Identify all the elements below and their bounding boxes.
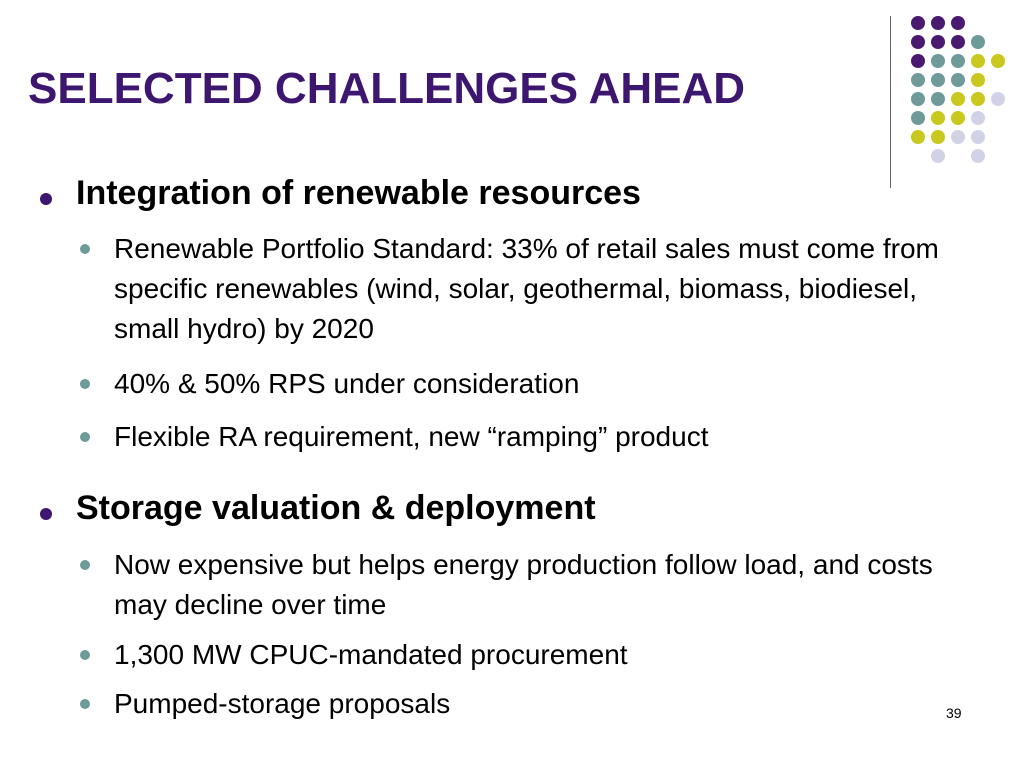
sub-bullet-icon — [80, 699, 90, 709]
decorative-dot — [971, 35, 985, 49]
decorative-dot — [991, 92, 1005, 106]
decorative-dot — [931, 54, 945, 68]
decorative-dot — [951, 16, 965, 30]
main-bullet-icon — [40, 193, 52, 205]
decorative-dot — [971, 111, 985, 125]
decorative-dot — [931, 73, 945, 87]
decorative-dot — [911, 111, 925, 125]
decorative-dot — [991, 54, 1005, 68]
vertical-divider — [890, 16, 891, 188]
decorative-dot — [971, 149, 985, 163]
decorative-dot — [911, 73, 925, 87]
sub-bullet-text: 1,300 MW CPUC-mandated procurement — [114, 639, 628, 670]
decorative-dot — [931, 35, 945, 49]
decorative-dot — [951, 54, 965, 68]
decorative-dot — [951, 35, 965, 49]
section-heading: Storage valuation & deployment — [76, 489, 596, 527]
decorative-dot — [931, 92, 945, 106]
decorative-dot — [951, 111, 965, 125]
sub-bullet-icon — [80, 432, 90, 442]
decorative-dot — [951, 73, 965, 87]
section-heading: Integration of renewable resources — [76, 174, 641, 212]
decorative-dot — [931, 111, 945, 125]
sub-bullet-icon — [80, 379, 90, 389]
decorative-dot — [951, 92, 965, 106]
decorative-dot — [931, 16, 945, 30]
decorative-dot — [971, 130, 985, 144]
decorative-dot — [931, 130, 945, 144]
decorative-dot — [911, 54, 925, 68]
sub-bullet-icon — [80, 244, 90, 254]
slide-title: SELECTED CHALLENGES AHEAD — [28, 64, 746, 113]
sub-bullet-text: Renewable Portfolio Standard: 33% of ret… — [114, 233, 939, 344]
sub-bullet-text: Now expensive but helps energy productio… — [114, 549, 933, 620]
decorative-dot — [911, 130, 925, 144]
decorative-dot — [951, 130, 965, 144]
sub-bullet-text: Pumped-storage proposals — [114, 688, 451, 719]
decorative-dot — [971, 92, 985, 106]
decorative-dot — [911, 35, 925, 49]
main-bullet-icon — [40, 508, 52, 520]
decorative-dot — [971, 73, 985, 87]
sub-bullet-text: Flexible RA requirement, new “ramping” p… — [114, 421, 709, 452]
page-number: 39 — [946, 705, 962, 721]
sub-bullet-text: 40% & 50% RPS under consideration — [114, 368, 580, 399]
sub-bullet-icon — [80, 650, 90, 660]
decorative-dot — [931, 149, 945, 163]
decorative-dot — [911, 16, 925, 30]
decorative-dot — [971, 54, 985, 68]
decorative-dot — [911, 92, 925, 106]
sub-bullet-icon — [80, 560, 90, 570]
